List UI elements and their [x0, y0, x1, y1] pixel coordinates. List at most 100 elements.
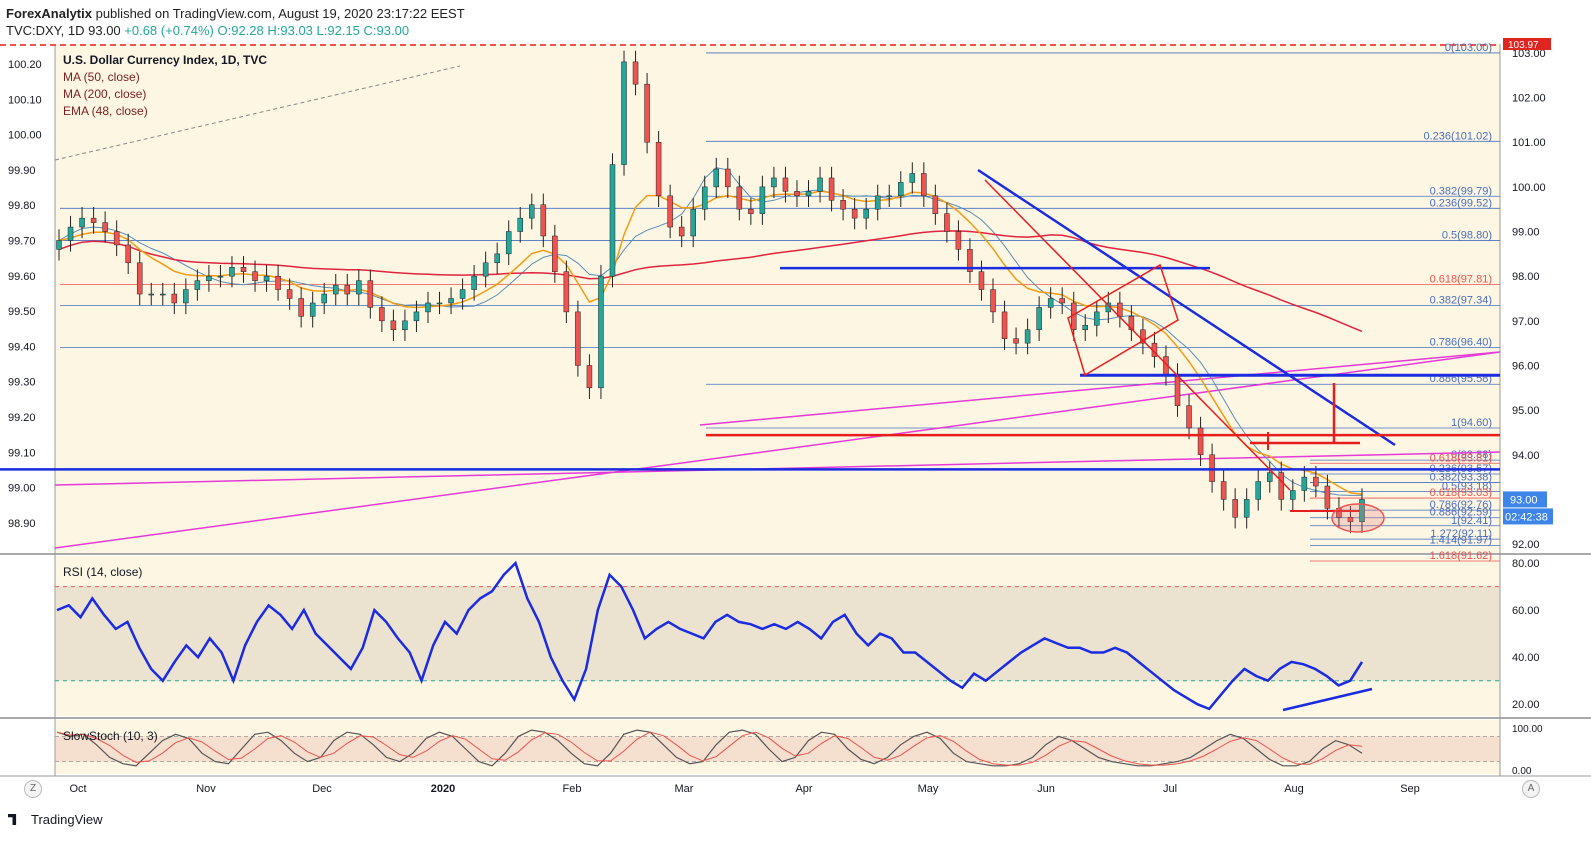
- fib-level-label: 1.414(91.97): [1430, 534, 1492, 546]
- candle-body: [136, 262, 143, 295]
- candle-body: [90, 217, 97, 223]
- legend-ema48[interactable]: EMA (48, close): [63, 104, 148, 118]
- x-axis-label: Sep: [1400, 783, 1420, 795]
- right-axis-tick: 99.00: [1512, 227, 1540, 239]
- candle-body: [563, 271, 570, 313]
- candle-body: [402, 320, 408, 331]
- candle-body: [379, 307, 385, 322]
- left-axis-tick: 99.70: [8, 236, 36, 248]
- candle-body: [736, 186, 743, 210]
- candle-body: [1232, 499, 1238, 518]
- candle-body: [690, 208, 696, 237]
- candle-body: [194, 280, 201, 290]
- candle-body: [1220, 481, 1227, 500]
- fib-level-label: 0(103.00): [1445, 42, 1492, 54]
- candle-body: [1186, 405, 1192, 429]
- legend-rsi[interactable]: RSI (14, close): [63, 565, 143, 579]
- rsi-band: [55, 586, 1500, 681]
- candle-body: [1197, 427, 1204, 456]
- candle-body: [459, 289, 466, 299]
- candle-body: [921, 173, 927, 197]
- candle-body: [586, 365, 593, 389]
- candle-body: [1059, 298, 1065, 304]
- candle-body: [990, 289, 996, 313]
- candle-body: [748, 208, 754, 214]
- magenta-trendline-lower: [54, 351, 1501, 549]
- candle-body: [632, 61, 639, 85]
- candle-body: [1243, 499, 1250, 518]
- candle-body: [817, 177, 823, 192]
- publisher-name[interactable]: ForexAnalytix: [6, 6, 92, 21]
- red-flag-channel: [1067, 263, 1179, 377]
- candle-body: [56, 240, 62, 250]
- x-axis-label: Jun: [1037, 783, 1055, 795]
- candle-body: [1301, 476, 1308, 491]
- candle-body: [782, 177, 789, 192]
- published-text: published on TradingView.com, August 19,…: [91, 6, 465, 21]
- fib-level-label: 1.272(92.11): [1430, 528, 1492, 540]
- fib-level-label: 0.236(101.02): [1424, 130, 1493, 142]
- candle-body: [828, 177, 835, 201]
- candle-body: [148, 293, 154, 296]
- fib-level-label: 1.618(91.62): [1430, 550, 1492, 562]
- candle-body: [1140, 329, 1146, 344]
- left-axis-tick: 99.20: [8, 412, 36, 424]
- fib-level-label: 0.5(93.18): [1442, 480, 1492, 492]
- fib-level-label: 1(94.60): [1451, 417, 1492, 429]
- right-axis-tick: 103.00: [1512, 48, 1546, 60]
- candle-body: [1255, 481, 1261, 500]
- grey-dashed-trend: [54, 65, 461, 161]
- symbol-line: TVC:DXY, 1D 93.00 +0.68 (+0.74%) O:92.28…: [6, 23, 409, 38]
- candle-body: [909, 173, 916, 183]
- x-axis-label: 2020: [431, 783, 455, 795]
- legend-stoch[interactable]: SlowStoch (10, 3): [63, 729, 158, 743]
- candle-body: [863, 208, 869, 219]
- candle-body: [575, 311, 581, 366]
- candle-body: [1278, 472, 1285, 500]
- candle-body: [321, 293, 327, 304]
- candle-body: [701, 186, 708, 210]
- stoch-pane: [55, 720, 1500, 774]
- tradingview-logo[interactable]: TradingView: [8, 812, 103, 827]
- left-axis-tick: 98.90: [8, 518, 36, 530]
- legend-ma200[interactable]: MA (200, close): [63, 87, 147, 101]
- left-axis-tick: 100.10: [8, 94, 42, 106]
- fib-level-label: 0.618(97.81): [1430, 274, 1492, 286]
- x-axis-label: May: [918, 783, 939, 795]
- candle-body: [840, 200, 846, 210]
- candle-body: [332, 284, 339, 295]
- candle-body: [356, 280, 362, 295]
- candle-body: [367, 280, 374, 308]
- ohlc-close: C:93.00: [359, 23, 410, 38]
- left-axis-tick: 100.20: [8, 59, 42, 71]
- stoch-axis-tick: 0.00: [1512, 766, 1532, 777]
- stoch-k-line: [56, 729, 1363, 767]
- candle-body: [932, 195, 939, 214]
- candle-body: [171, 293, 178, 304]
- left-axis-tick: 99.00: [8, 483, 36, 495]
- stoch-d-line: [56, 731, 1363, 766]
- fib-level-label: 0.886(92.59): [1430, 507, 1492, 519]
- x-axis-label: Nov: [196, 783, 216, 795]
- auto-scale-button[interactable]: A: [1522, 780, 1540, 798]
- candle-body: [1094, 311, 1100, 326]
- countdown-label: 02:42:38: [1505, 511, 1548, 523]
- fib-level-label: 0.786(92.76): [1430, 499, 1492, 511]
- candle-body: [413, 311, 420, 322]
- candle-body: [552, 235, 558, 272]
- right-axis-tick: 95.00: [1512, 405, 1540, 417]
- candle-body: [309, 302, 316, 317]
- candle-body: [609, 164, 616, 277]
- legend-ma50[interactable]: MA (50, close): [63, 70, 140, 84]
- fib-level-label: 0.786(96.40): [1430, 337, 1492, 349]
- chart-header: ForexAnalytix published on TradingView.c…: [0, 0, 1591, 44]
- left-axis-tick: 99.30: [8, 377, 36, 389]
- candle-body: [298, 298, 304, 317]
- zoom-button[interactable]: Z: [24, 780, 42, 798]
- blue-down-trendline: [977, 168, 1396, 447]
- right-axis-tick: 94.00: [1512, 450, 1540, 462]
- right-axis-tick: 98.00: [1512, 271, 1540, 283]
- candle-body: [805, 191, 812, 197]
- candle-body: [1024, 329, 1031, 344]
